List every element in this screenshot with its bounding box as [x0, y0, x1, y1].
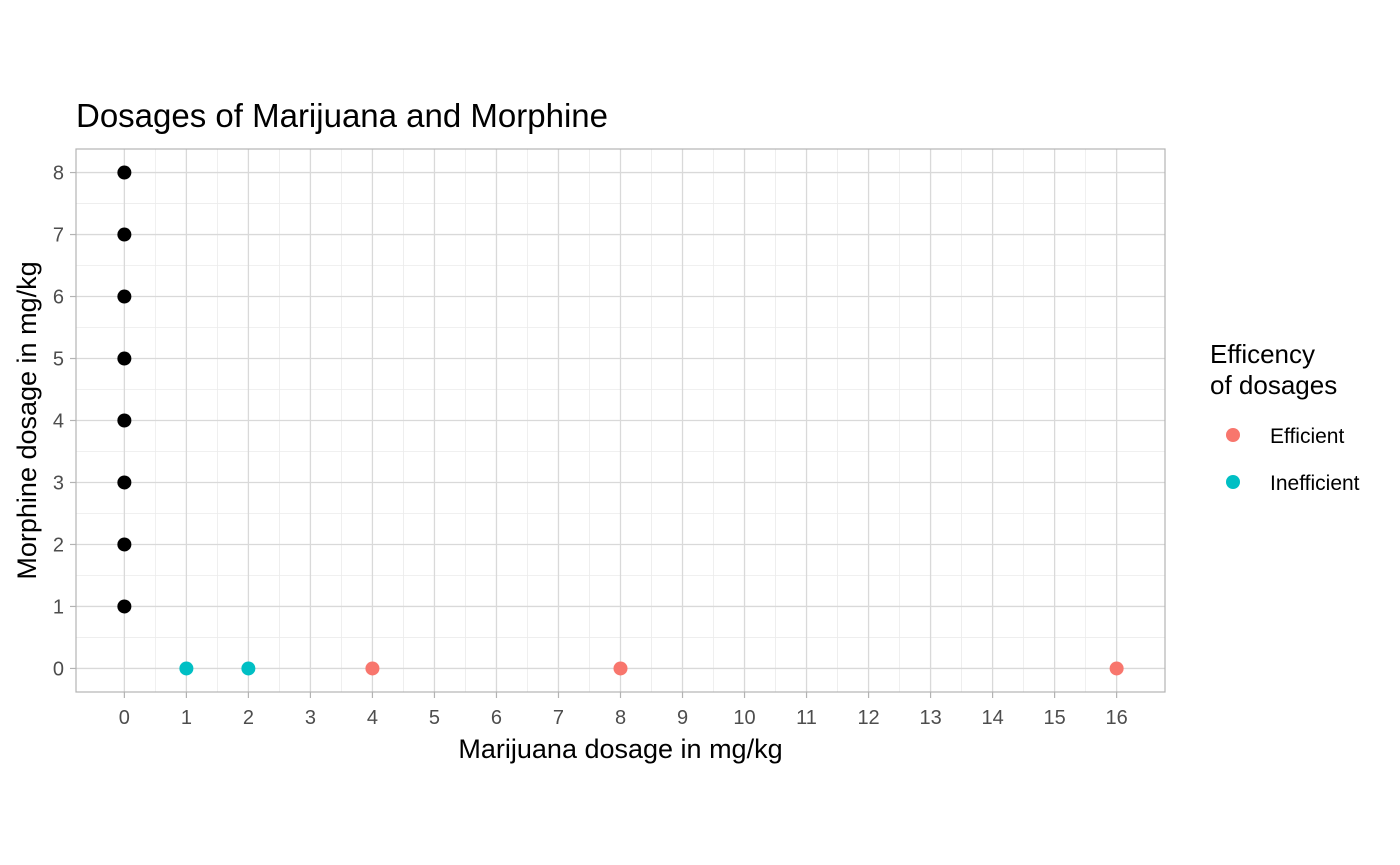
x-tick-label: 14	[981, 707, 1003, 729]
data-point	[117, 475, 132, 490]
legend-title-line: Efficency	[1210, 339, 1315, 369]
data-points	[117, 165, 1124, 676]
data-point	[117, 537, 132, 552]
y-tick-label: 5	[53, 349, 64, 371]
y-tick-label: 7	[53, 225, 64, 247]
data-point	[1109, 661, 1124, 676]
x-tick-label: 4	[367, 707, 378, 729]
data-point	[117, 289, 132, 304]
data-point	[117, 165, 132, 180]
y-axis-title: Morphine dosage in mg/kg	[12, 261, 42, 579]
y-tick-label: 2	[53, 534, 64, 556]
x-tick-label: 6	[491, 707, 502, 729]
legend-key	[1226, 475, 1240, 489]
x-axis-ticks: 0 1 2 3 4 5 6 7 8 9 10 11 12 13 14 15 16	[119, 692, 1128, 729]
y-tick-label: 3	[53, 472, 64, 494]
x-tick-label: 1	[181, 707, 192, 729]
x-tick-label: 10	[733, 707, 755, 729]
legend-key	[1226, 428, 1240, 442]
x-tick-label: 7	[553, 707, 564, 729]
data-point	[613, 661, 628, 676]
x-tick-label: 2	[243, 707, 254, 729]
data-point	[179, 661, 194, 676]
data-point	[117, 599, 132, 614]
data-point	[117, 227, 132, 242]
x-tick-label: 11	[796, 707, 817, 729]
major-gridlines	[76, 149, 1165, 692]
x-tick-label: 5	[429, 707, 440, 729]
y-tick-label: 6	[53, 287, 64, 309]
data-point	[365, 661, 380, 676]
data-point	[241, 661, 256, 676]
x-tick-label: 9	[677, 707, 688, 729]
legend-label: Inefficient	[1270, 472, 1360, 495]
y-axis-ticks: 0 1 2 3 4 5 6 7 8	[53, 163, 76, 680]
x-tick-label: 12	[857, 707, 879, 729]
data-point	[117, 351, 132, 366]
chart-title: Dosages of Marijuana and Morphine	[76, 97, 608, 134]
legend-title-line: of dosages	[1210, 370, 1337, 400]
x-tick-label: 8	[615, 707, 626, 729]
y-tick-label: 4	[53, 411, 64, 433]
data-point	[117, 413, 132, 428]
x-tick-label: 3	[305, 707, 316, 729]
x-axis-title: Marijuana dosage in mg/kg	[458, 734, 782, 764]
x-tick-label: 13	[919, 707, 941, 729]
y-tick-label: 1	[53, 596, 64, 618]
x-tick-label: 0	[119, 707, 130, 729]
x-tick-label: 15	[1043, 707, 1065, 729]
x-tick-label: 16	[1106, 707, 1128, 729]
y-tick-label: 8	[53, 163, 64, 185]
y-tick-label: 0	[53, 658, 64, 680]
legend-label: Efficient	[1270, 425, 1344, 448]
